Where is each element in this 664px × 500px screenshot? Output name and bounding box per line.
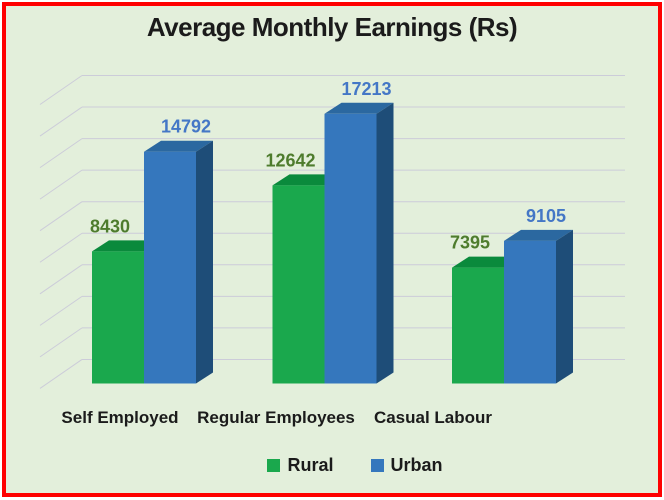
gridline-depth-diagonal <box>39 295 83 326</box>
legend-item-urban: Urban <box>370 455 443 476</box>
value-label-urban-regular-employees: 17213 <box>341 79 391 99</box>
gridline-depth-diagonal <box>39 232 83 263</box>
category-label-casual-labour: Casual Labour <box>374 408 492 427</box>
bar-side-urban-self-employed <box>196 140 213 384</box>
gridline-depth-diagonal <box>39 327 83 358</box>
bar-urban-self-employed <box>144 151 196 384</box>
chart-title: Average Monthly Earnings (Rs) <box>146 12 518 42</box>
legend-label-rural: Rural <box>287 455 334 475</box>
legend-swatch-rural <box>267 459 281 472</box>
legend-label-urban: Urban <box>390 455 443 475</box>
bar-top-rural-regular-employees <box>272 174 342 186</box>
value-label-rural-self-employed: 8430 <box>90 216 130 236</box>
value-label-rural-regular-employees: 12642 <box>265 150 315 170</box>
bar-rural-casual-labour <box>452 267 504 384</box>
bar-rural-regular-employees <box>272 185 325 384</box>
value-label-rural-casual-labour: 7395 <box>450 233 490 253</box>
bar-top-urban-regular-employees <box>324 102 394 114</box>
bar-top-rural-casual-labour <box>452 256 521 268</box>
bar-top-rural-self-employed <box>92 240 161 252</box>
gridline-depth-diagonal <box>39 138 83 169</box>
value-label-urban-casual-labour: 9105 <box>526 206 566 226</box>
value-label-urban-self-employed: 14792 <box>161 117 211 137</box>
gridline-depth-diagonal <box>39 106 83 137</box>
gridline-depth-diagonal <box>39 75 83 105</box>
category-label-regular-employees: Regular Employees <box>197 408 355 427</box>
legend: Rural Urban <box>0 455 664 476</box>
bar-side-urban-casual-labour <box>556 229 573 384</box>
legend-item-rural: Rural <box>267 455 334 476</box>
bar-side-urban-regular-employees <box>376 102 394 384</box>
gridline-depth-diagonal <box>39 169 83 200</box>
legend-swatch-urban <box>370 459 384 472</box>
bar-urban-casual-labour <box>504 240 556 384</box>
bar-urban-regular-employees <box>324 113 377 384</box>
gridline-depth-diagonal <box>39 359 83 389</box>
bar-top-urban-self-employed <box>144 140 213 152</box>
bar-top-urban-casual-labour <box>504 229 573 241</box>
bar-rural-self-employed <box>92 251 144 384</box>
category-label-self-employed: Self Employed <box>61 408 178 427</box>
gridline-depth-diagonal <box>39 201 83 232</box>
gridline-depth-diagonal <box>39 264 83 295</box>
